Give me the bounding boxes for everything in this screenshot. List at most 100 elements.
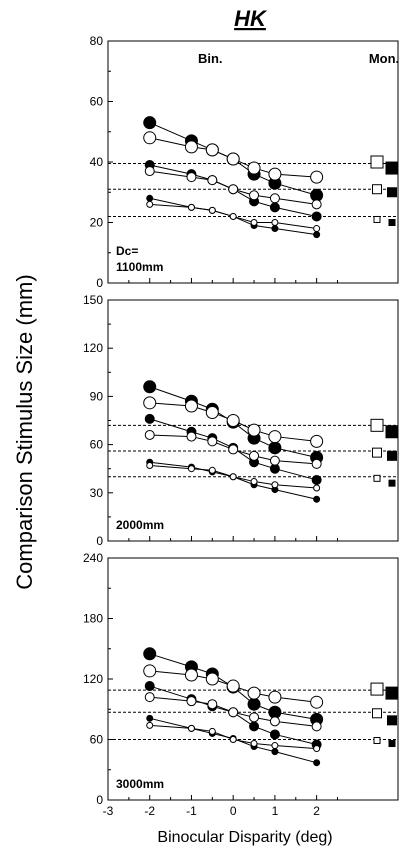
data-point [143, 131, 157, 145]
y-tick-label: 60 [90, 733, 104, 747]
monocular-point [372, 447, 382, 458]
data-point [187, 203, 195, 211]
monocular-header: Mon. [369, 51, 399, 66]
data-point [247, 423, 261, 437]
panel-label: 1100mm [116, 260, 163, 274]
x-axis-label: Binocular Disparity (deg) [157, 829, 332, 846]
monocular-point [385, 686, 399, 700]
y-tick-label: 40 [90, 155, 104, 169]
monocular-point [372, 708, 382, 719]
data-point [250, 478, 258, 486]
data-point [144, 681, 155, 692]
data-point [144, 413, 155, 424]
data-point [269, 716, 280, 727]
monocular-point [388, 219, 396, 226]
panel-3: 0 60 120 180 240 -3 -2 -1 0 1 2 3000mm [83, 551, 399, 818]
data-point [207, 175, 218, 186]
data-point [184, 668, 198, 682]
y-axis-label: Comparison Stimulus Size (mm) [12, 274, 37, 589]
monocular-point [373, 215, 381, 223]
data-point [205, 672, 219, 686]
data-point [311, 199, 322, 210]
data-point [187, 724, 195, 732]
data-point [146, 714, 154, 722]
data-point [249, 712, 260, 723]
data-point [205, 405, 219, 419]
y-tick-label: 30 [90, 486, 104, 500]
monocular-point [385, 161, 399, 175]
data-point [313, 225, 321, 233]
data-point [143, 380, 157, 394]
data-point [268, 430, 282, 444]
data-point [146, 194, 154, 202]
data-point [184, 140, 198, 154]
data-point [311, 721, 322, 732]
x-tick-label: 2 [313, 804, 320, 818]
data-point [186, 696, 197, 707]
panel-label: 3000mm [116, 777, 164, 791]
monocular-point [387, 715, 397, 726]
monocular-point [387, 187, 397, 198]
data-point [247, 686, 261, 700]
monocular-point [370, 682, 384, 696]
y-tick-label: 80 [90, 34, 104, 48]
data-point [249, 450, 260, 461]
monocular-point [370, 155, 384, 169]
x-tick-label: -3 [103, 804, 114, 818]
data-point [271, 219, 279, 226]
data-point [310, 695, 324, 709]
data-point [143, 396, 157, 410]
data-point [313, 231, 321, 239]
data-point [143, 664, 157, 678]
data-point [186, 431, 197, 442]
data-point [226, 414, 240, 427]
data-point [208, 206, 216, 214]
panel-1: 0 20 40 60 80 Bin. Mon. Dc= 1100mm [90, 34, 400, 290]
data-point [247, 161, 261, 175]
data-point [229, 736, 237, 743]
data-point [208, 466, 216, 474]
data-point [269, 193, 280, 204]
monocular-point [385, 425, 399, 439]
data-point [250, 740, 258, 748]
data-point [313, 484, 321, 492]
y-tick-label: 60 [90, 95, 104, 109]
y-tick-label: 0 [96, 276, 103, 290]
monocular-point [388, 479, 396, 487]
x-tick-label: 1 [272, 804, 279, 818]
panel-2: 0 30 60 90 120 150 2000mm [83, 293, 399, 548]
data-point [313, 495, 321, 503]
data-point [205, 143, 219, 157]
data-point [146, 461, 154, 469]
y-tick-label: 120 [83, 341, 103, 355]
data-point [144, 692, 155, 703]
data-point [268, 167, 282, 181]
monocular-point [373, 737, 381, 745]
panel-label: Dc= [116, 244, 138, 258]
monocular-point [388, 740, 396, 748]
data-point [143, 647, 157, 661]
data-point [311, 211, 322, 222]
data-point [144, 429, 155, 440]
data-point [271, 748, 279, 756]
data-point [271, 225, 279, 233]
data-point [313, 759, 321, 767]
data-point [269, 202, 280, 213]
data-point [250, 219, 258, 226]
data-point [247, 697, 261, 711]
y-tick-label: 0 [96, 534, 103, 548]
data-point [249, 721, 260, 732]
plot-frame [107, 557, 399, 801]
data-point [311, 458, 322, 469]
y-tick-label: 20 [90, 216, 104, 230]
monocular-point [387, 450, 397, 461]
data-point [271, 742, 279, 750]
data-point [268, 441, 282, 455]
data-point [187, 465, 195, 473]
data-point [184, 399, 198, 413]
y-tick-label: 90 [90, 389, 104, 403]
binocular-header: Bin. [198, 51, 223, 66]
data-point [226, 152, 240, 166]
y-tick-label: 240 [83, 551, 103, 565]
